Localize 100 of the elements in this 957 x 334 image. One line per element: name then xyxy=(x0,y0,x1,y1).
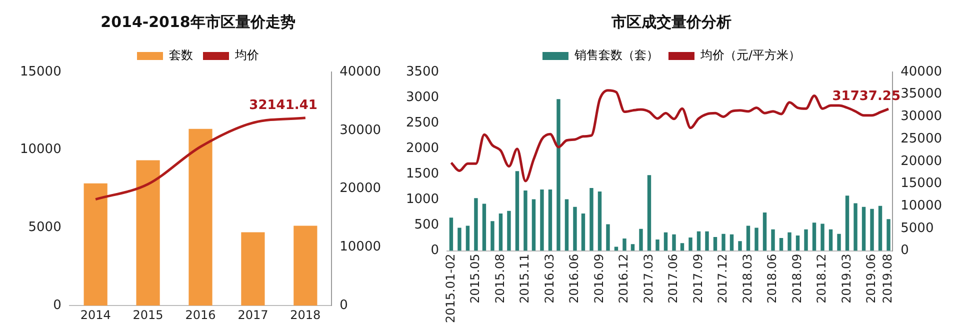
x-tick-label: 2018.12 xyxy=(814,254,829,304)
bar xyxy=(862,206,866,251)
bar xyxy=(804,229,808,251)
x-tick-label: 2017.03 xyxy=(641,254,656,304)
bar xyxy=(647,175,652,251)
x-tick-label: 2016.12 xyxy=(616,254,631,304)
y-tick-label: 0 xyxy=(53,298,62,313)
bar xyxy=(474,198,478,251)
bar xyxy=(548,189,552,251)
bar xyxy=(854,203,858,251)
legend-label: 均价 xyxy=(234,48,259,62)
x-tick-label: 2019.08 xyxy=(880,254,895,304)
x-tick-label: 2015.08 xyxy=(492,254,507,304)
bar xyxy=(722,234,726,251)
bar xyxy=(730,234,734,251)
bar xyxy=(136,160,160,306)
y2-tick-label: 30000 xyxy=(900,109,942,124)
y2-tick-label: 0 xyxy=(900,243,909,258)
x-tick-label: 2019.06 xyxy=(864,254,878,304)
y-tick-label: 1500 xyxy=(406,166,440,182)
x-tick-label: 2018.03 xyxy=(740,254,754,304)
y-tick-label: 3500 xyxy=(406,64,440,80)
bar xyxy=(664,232,668,251)
chart-title: 2014-2018年市区量价走势 xyxy=(100,12,296,31)
y2-tick-label: 5000 xyxy=(900,220,934,236)
bar xyxy=(449,218,454,251)
bar xyxy=(754,228,758,251)
bar xyxy=(498,213,503,251)
x-tick-label: 2015.05 xyxy=(468,254,482,304)
bar xyxy=(294,226,318,306)
bar xyxy=(630,244,635,251)
line-series xyxy=(94,116,307,201)
y-tick-label: 3000 xyxy=(406,90,440,105)
y2-tick-label: 40000 xyxy=(900,64,942,80)
bar xyxy=(828,229,833,251)
x-tick-label: 2019.03 xyxy=(839,254,854,304)
bar xyxy=(688,237,692,251)
bar xyxy=(84,183,108,306)
bar xyxy=(573,206,577,251)
bar xyxy=(241,232,265,306)
bar xyxy=(886,219,890,251)
bar xyxy=(837,234,841,251)
annotation: 32141.41 xyxy=(249,98,318,113)
y2-tick-label: 20000 xyxy=(340,181,382,196)
bar xyxy=(779,238,784,251)
bar xyxy=(532,199,536,251)
bar xyxy=(738,241,742,251)
x-tick-label: 2015 xyxy=(132,308,164,322)
bar xyxy=(507,210,511,251)
y2-tick-label: 20000 xyxy=(900,154,942,169)
x-tick-label: 2017.12 xyxy=(716,254,730,304)
y-tick-label: 500 xyxy=(414,218,440,233)
bar xyxy=(540,189,544,251)
y-tick-label: 10000 xyxy=(20,142,62,158)
bar xyxy=(672,234,676,251)
bar xyxy=(598,192,602,251)
chart-title: 市区成交量价分析 xyxy=(610,12,732,31)
bar xyxy=(713,236,718,251)
y-tick-label: 2000 xyxy=(406,140,440,156)
bar xyxy=(564,199,569,251)
x-tick-label: 2018.06 xyxy=(765,254,780,304)
x-tick-label: 2016.06 xyxy=(567,254,582,304)
bar xyxy=(556,99,560,251)
bar xyxy=(581,213,586,251)
bar xyxy=(845,196,850,251)
x-tick-label: 2016.09 xyxy=(592,254,606,304)
legend-label: 均价（元/平方米） xyxy=(699,48,801,62)
bar xyxy=(812,222,816,251)
bar xyxy=(466,226,470,251)
bar xyxy=(680,243,684,251)
x-tick-label: 2015.11 xyxy=(518,254,532,304)
y-tick-label: 1000 xyxy=(406,192,440,208)
bar xyxy=(771,229,775,251)
bar xyxy=(188,128,212,306)
bar xyxy=(762,212,767,251)
bar xyxy=(515,171,520,251)
bar xyxy=(788,232,792,251)
x-tick-label: 2017.06 xyxy=(666,254,680,304)
bar xyxy=(820,224,824,251)
y2-tick-label: 10000 xyxy=(340,240,382,255)
y2-tick-label: 10000 xyxy=(900,198,942,214)
x-tick-label: 2018.09 xyxy=(790,254,804,304)
bar xyxy=(878,206,882,251)
bar xyxy=(590,188,594,251)
x-tick-label: 2018 xyxy=(290,308,321,322)
legend-label: 套数 xyxy=(169,48,193,62)
bar xyxy=(482,204,486,251)
bar xyxy=(490,221,494,251)
bar xyxy=(796,235,800,251)
bar xyxy=(656,240,660,251)
y2-tick-label: 0 xyxy=(340,298,348,313)
bar xyxy=(606,224,610,251)
y2-tick-label: 30000 xyxy=(340,122,382,138)
annotation: 31737.25 xyxy=(832,88,901,104)
y-tick-label: 5000 xyxy=(28,220,62,236)
x-tick-label: 2017.09 xyxy=(690,254,705,304)
bar xyxy=(696,231,701,251)
x-tick-label: 2017 xyxy=(238,308,268,322)
y2-tick-label: 35000 xyxy=(900,86,942,102)
x-tick-label: 2016 xyxy=(185,308,216,322)
